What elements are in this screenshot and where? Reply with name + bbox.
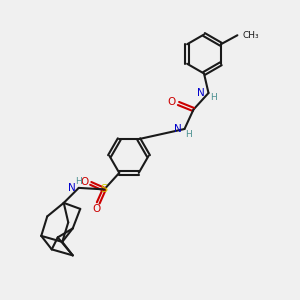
Text: CH₃: CH₃ xyxy=(243,31,260,40)
Text: N: N xyxy=(68,184,76,194)
Text: H: H xyxy=(210,93,216,102)
Text: H: H xyxy=(185,130,191,139)
Text: O: O xyxy=(80,177,88,187)
Text: N: N xyxy=(174,124,182,134)
Text: O: O xyxy=(168,97,176,107)
Text: O: O xyxy=(93,205,101,214)
Text: S: S xyxy=(101,184,108,194)
Text: N: N xyxy=(197,88,205,98)
Text: H: H xyxy=(75,177,82,186)
